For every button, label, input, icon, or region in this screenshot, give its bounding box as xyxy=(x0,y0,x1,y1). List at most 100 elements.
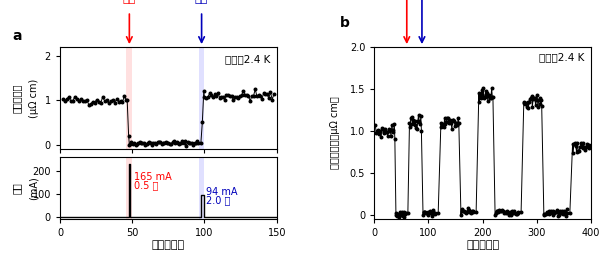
Point xyxy=(175,141,184,146)
Point xyxy=(68,99,77,103)
Point xyxy=(454,121,464,125)
Point xyxy=(70,95,80,99)
Point xyxy=(203,95,212,99)
Point xyxy=(125,142,135,146)
Point xyxy=(252,94,262,98)
Point xyxy=(572,141,582,145)
Point xyxy=(533,105,543,109)
Point xyxy=(466,211,476,215)
Point xyxy=(409,118,418,122)
Point xyxy=(395,212,405,216)
Point xyxy=(143,141,153,146)
Point xyxy=(376,135,386,139)
Point xyxy=(260,92,270,96)
Point xyxy=(218,95,228,99)
Point xyxy=(491,211,500,215)
Point xyxy=(119,94,129,98)
Point xyxy=(232,95,241,99)
Point xyxy=(464,208,473,212)
Text: (mA): (mA) xyxy=(29,176,39,200)
Point xyxy=(487,86,496,91)
Bar xyxy=(127,47,132,149)
X-axis label: 時間（秒）: 時間（秒） xyxy=(152,240,185,250)
Point xyxy=(155,140,165,144)
Point xyxy=(140,143,150,147)
Point xyxy=(139,141,149,145)
Point xyxy=(394,215,404,219)
Point xyxy=(577,143,586,147)
Point xyxy=(539,213,548,217)
Point xyxy=(431,210,440,215)
Point xyxy=(416,114,425,118)
Point xyxy=(150,141,160,145)
Point xyxy=(415,122,425,127)
Point xyxy=(217,95,226,99)
Point xyxy=(467,209,477,213)
Point xyxy=(173,140,183,145)
Point xyxy=(496,209,506,213)
Point xyxy=(80,99,89,103)
Point xyxy=(384,127,394,131)
Point xyxy=(445,119,454,123)
Point xyxy=(488,95,497,99)
Point xyxy=(433,210,443,215)
Point xyxy=(389,122,399,126)
Point xyxy=(268,97,277,102)
Point xyxy=(407,122,417,126)
Point xyxy=(560,212,570,216)
Point xyxy=(86,102,95,106)
Point xyxy=(548,213,557,217)
Point xyxy=(187,141,197,145)
Point xyxy=(229,98,238,102)
Point xyxy=(506,213,516,217)
Point xyxy=(62,97,71,101)
Point xyxy=(185,141,195,145)
Point xyxy=(196,141,206,145)
Point xyxy=(454,116,463,120)
Point xyxy=(146,140,155,145)
Text: 温度：2.4 K: 温度：2.4 K xyxy=(225,54,270,64)
Point xyxy=(223,93,233,97)
Point xyxy=(397,212,406,217)
Point xyxy=(114,99,124,104)
Point xyxy=(372,129,382,133)
Point xyxy=(412,126,421,130)
Point xyxy=(382,130,392,134)
Point xyxy=(424,210,433,214)
Point xyxy=(242,93,251,97)
Point xyxy=(524,105,533,110)
Point xyxy=(461,211,471,215)
Point xyxy=(541,212,551,216)
Point xyxy=(578,146,588,150)
Point xyxy=(526,96,536,100)
Point xyxy=(430,212,440,216)
Point xyxy=(517,210,526,214)
Point xyxy=(262,92,272,96)
Point xyxy=(108,98,118,102)
Point xyxy=(412,127,422,131)
Point xyxy=(450,124,460,128)
Point xyxy=(520,100,529,105)
Point xyxy=(58,97,68,101)
Point xyxy=(481,92,490,97)
Point xyxy=(389,130,398,134)
Point xyxy=(193,139,202,143)
Point xyxy=(244,94,253,98)
Point xyxy=(88,99,97,104)
Point xyxy=(136,141,146,145)
Point xyxy=(202,96,211,100)
Point xyxy=(72,97,82,101)
Text: 0.5 秒: 0.5 秒 xyxy=(134,180,158,190)
Point xyxy=(162,141,172,146)
Bar xyxy=(199,157,205,219)
Point xyxy=(474,91,484,95)
Point xyxy=(440,115,449,120)
Point xyxy=(205,91,214,96)
Point xyxy=(383,134,392,138)
Point xyxy=(508,211,518,215)
Point xyxy=(239,89,248,93)
Point xyxy=(575,145,585,150)
Point xyxy=(574,149,583,153)
Point xyxy=(401,211,410,215)
Point xyxy=(568,151,578,155)
